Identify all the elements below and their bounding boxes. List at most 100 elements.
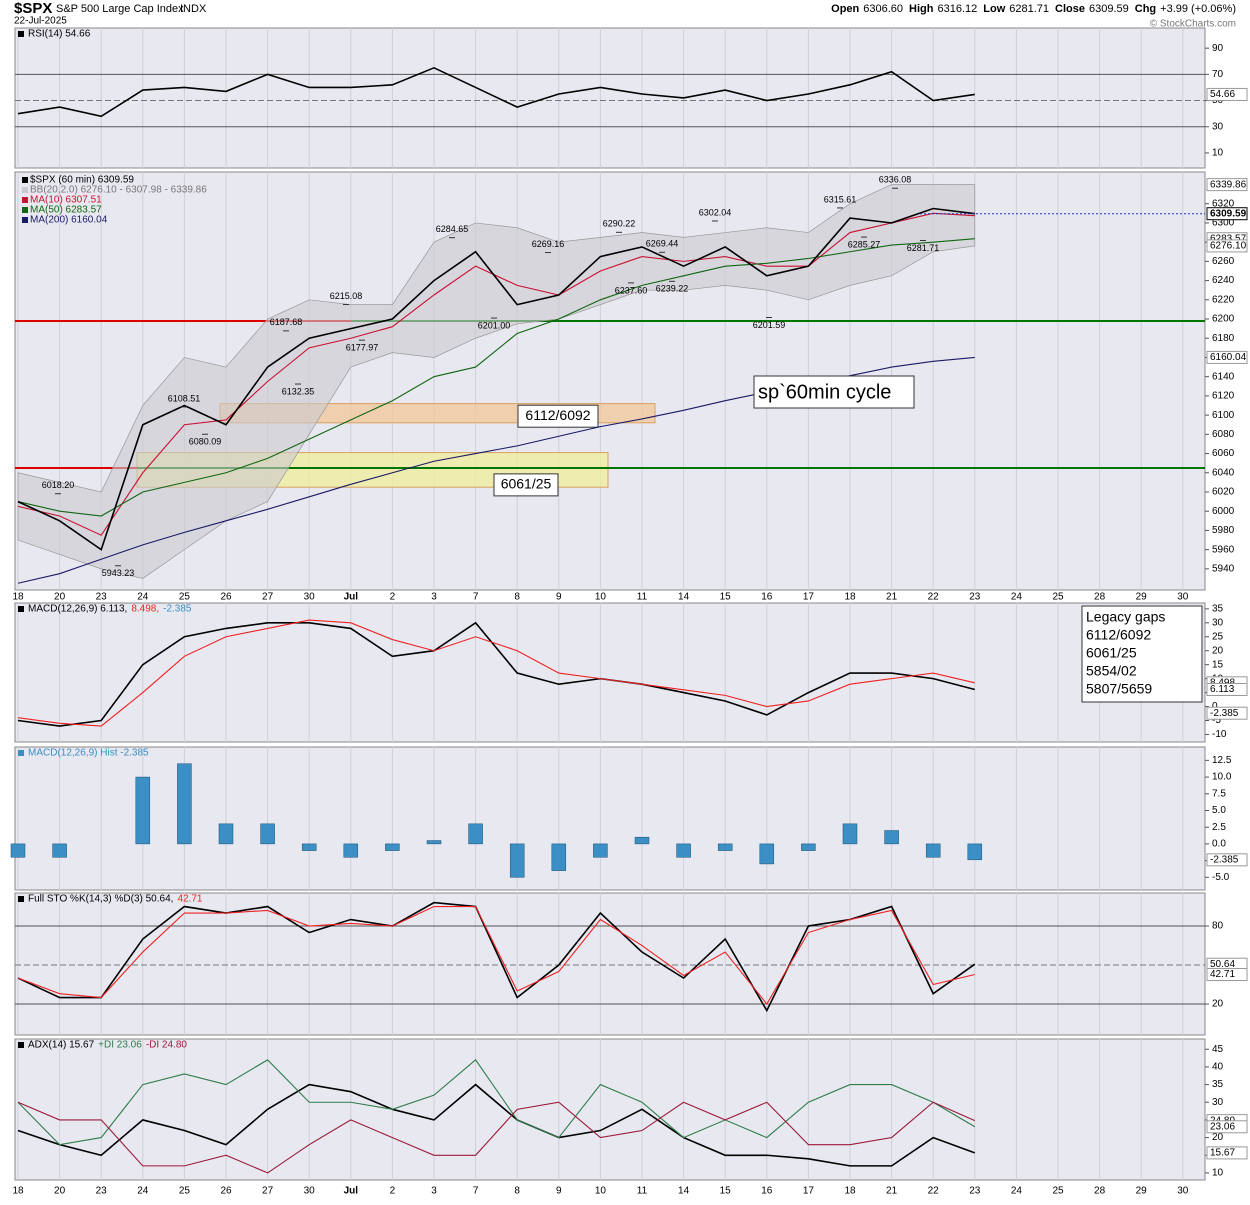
x-tick-label: 10 — [595, 1186, 607, 1197]
y-tick-label: 30 — [1212, 121, 1224, 132]
y-tick-label: 6140 — [1212, 371, 1235, 382]
bar — [135, 776, 151, 845]
y-tick-label: 2.5 — [1212, 822, 1226, 833]
y-tick-label: 0 — [1212, 701, 1218, 712]
y-tick-label: -5 — [1212, 715, 1221, 726]
x-tick-label: 11 — [637, 1186, 648, 1197]
y-tick-label: 25 — [1212, 631, 1224, 642]
label-box — [517, 404, 599, 428]
value-tag-label: 50.64 — [1210, 959, 1235, 970]
price-annotation: 6302.04 — [699, 207, 732, 217]
x-tick-label: 21 — [886, 1186, 898, 1197]
bar — [634, 836, 650, 845]
x-tick-label: 30 — [304, 592, 316, 603]
x-tick-label: 30 — [1177, 1186, 1189, 1197]
value-tag-label: 6283.57 — [1210, 233, 1247, 244]
y-tick-label: 15 — [1212, 659, 1224, 670]
value-tag — [1206, 1146, 1248, 1160]
value-tag — [1206, 207, 1248, 221]
y-tick-label: 6180 — [1212, 333, 1235, 344]
legend-swatch — [22, 197, 28, 203]
price-annotation: 6281.71 — [907, 243, 940, 253]
x-tick-label: 17 — [803, 592, 815, 603]
legend-entry: MACD(12,26,9) 6.113, — [28, 604, 127, 615]
x-tick-label: 2 — [390, 1186, 396, 1197]
value-tag — [1206, 1120, 1248, 1134]
panel — [14, 1038, 1206, 1181]
value-tag-label: 6.113 — [1210, 684, 1235, 695]
x-tick-label: 25 — [179, 1186, 191, 1197]
stat-value: 6316.12 — [938, 3, 978, 15]
x-tick-label: 24 — [137, 1186, 149, 1197]
y-tick-label: -5.0 — [1212, 872, 1230, 883]
stat-label: High — [909, 3, 934, 15]
bar — [426, 840, 442, 845]
x-tick-label: 10 — [595, 592, 607, 603]
x-tick-label: 24 — [137, 592, 149, 603]
value-tag — [1206, 239, 1248, 253]
x-tick-label: 30 — [1177, 592, 1189, 603]
bar — [52, 843, 67, 858]
price-annotation: 6269.44 — [646, 239, 679, 249]
price-annotation: 6201.59 — [753, 320, 786, 330]
y-tick-label: 5980 — [1212, 525, 1235, 536]
y-tick-label: 70 — [1212, 69, 1224, 80]
x-tick-label: 2 — [390, 592, 396, 603]
exchange: INDX — [180, 3, 207, 15]
legend-swatch — [22, 217, 28, 223]
bar — [468, 823, 483, 845]
y-tick-label: 6200 — [1212, 314, 1235, 325]
y-tick-label: 6000 — [1212, 506, 1235, 517]
bar — [551, 843, 567, 871]
index-name: S&P 500 Large Cap Index — [56, 3, 184, 15]
credit: © StockCharts.com — [1150, 19, 1236, 30]
panel — [14, 27, 1206, 169]
x-tick-label: 26 — [220, 592, 232, 603]
legend-swatch — [18, 750, 24, 756]
y-tick-label: 30 — [1212, 1097, 1224, 1108]
y-tick-label: 10 — [1212, 1168, 1224, 1179]
legend-swatch — [18, 31, 24, 37]
x-tick-label: 18 — [12, 592, 24, 603]
legend-swatch — [18, 1042, 24, 1048]
x-tick-label: 30 — [304, 1186, 316, 1197]
x-tick-label: 23 — [96, 1186, 108, 1197]
gap-item: 5807/5659 — [1086, 681, 1152, 697]
value-tag — [1206, 178, 1248, 192]
x-tick-label: 25 — [1052, 1186, 1064, 1197]
x-tick-label: 25 — [179, 592, 191, 603]
y-tick-label: 0.0 — [1212, 839, 1226, 850]
x-tick-label: 23 — [96, 592, 108, 603]
x-tick-label: Jul — [344, 1186, 359, 1197]
x-tick-label: 8 — [514, 592, 520, 603]
legend-entry: 42.71 — [177, 894, 202, 905]
value-tag — [1206, 682, 1248, 696]
x-tick-label: 7 — [473, 1186, 479, 1197]
series-line — [17, 1101, 976, 1174]
x-tick-label: 8 — [514, 1186, 520, 1197]
x-tick-label: 18 — [844, 1186, 856, 1197]
y-tick-label: 12.5 — [1212, 755, 1232, 766]
bar — [301, 843, 317, 851]
x-tick-label: 20 — [54, 592, 66, 603]
series-line — [17, 901, 976, 1013]
bar — [218, 823, 234, 845]
panel — [14, 892, 1206, 1036]
stat-value: 6306.60 — [863, 3, 903, 15]
x-tick-label: 29 — [1136, 592, 1148, 603]
x-tick-label: 15 — [720, 1186, 732, 1197]
legend-entry: 8.498, — [131, 604, 159, 615]
value-tag — [1206, 968, 1248, 982]
stat-value: +3.99 (+0.06%) — [1160, 3, 1236, 15]
value-tag-label: 42.71 — [1210, 969, 1235, 980]
bar — [260, 823, 275, 845]
price-annotation: 6269.16 — [532, 239, 565, 249]
x-tick-label: 28 — [1094, 1186, 1106, 1197]
bar — [385, 843, 400, 851]
legend-swatch — [22, 177, 28, 183]
x-tick-label: 14 — [678, 592, 690, 603]
price-annotation: 6315.61 — [824, 194, 857, 204]
legend-entry: $SPX (60 min) 6309.59 — [30, 175, 134, 186]
